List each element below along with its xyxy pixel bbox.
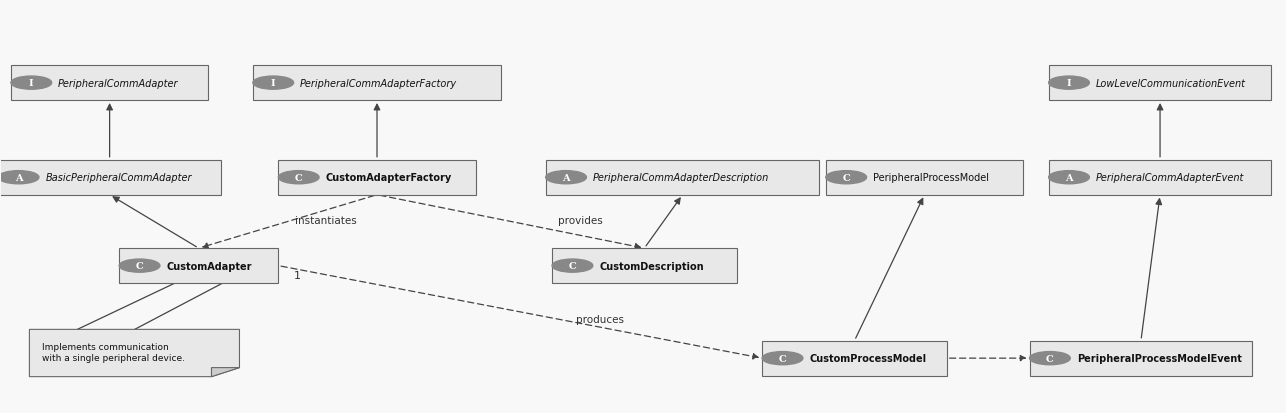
Text: LowLevelCommunicationEvent: LowLevelCommunicationEvent bbox=[1096, 78, 1246, 88]
Text: PeripheralProcessModel: PeripheralProcessModel bbox=[873, 173, 989, 183]
Circle shape bbox=[0, 171, 39, 184]
Text: C: C bbox=[294, 173, 302, 182]
Text: C: C bbox=[842, 173, 850, 182]
Polygon shape bbox=[30, 330, 239, 377]
Text: A: A bbox=[562, 173, 570, 182]
FancyBboxPatch shape bbox=[1030, 341, 1253, 376]
Text: provides: provides bbox=[558, 216, 603, 226]
Circle shape bbox=[1048, 171, 1089, 184]
Text: C: C bbox=[135, 261, 144, 271]
FancyBboxPatch shape bbox=[552, 249, 737, 283]
Text: PeripheralCommAdapterFactory: PeripheralCommAdapterFactory bbox=[300, 78, 457, 88]
Circle shape bbox=[120, 259, 159, 273]
Text: A: A bbox=[1065, 173, 1073, 182]
Text: I: I bbox=[271, 79, 275, 88]
Text: CustomDescription: CustomDescription bbox=[599, 261, 703, 271]
Text: C: C bbox=[568, 261, 576, 271]
FancyBboxPatch shape bbox=[278, 160, 476, 195]
Text: instantiates: instantiates bbox=[296, 216, 358, 226]
FancyBboxPatch shape bbox=[826, 160, 1024, 195]
Polygon shape bbox=[211, 368, 239, 377]
Circle shape bbox=[763, 352, 802, 365]
FancyBboxPatch shape bbox=[545, 160, 819, 195]
Text: PeripheralCommAdapterDescription: PeripheralCommAdapterDescription bbox=[593, 173, 769, 183]
Text: 1: 1 bbox=[293, 270, 301, 280]
Circle shape bbox=[253, 77, 293, 90]
FancyBboxPatch shape bbox=[12, 66, 208, 101]
Text: PeripheralCommAdapterEvent: PeripheralCommAdapterEvent bbox=[1096, 173, 1244, 183]
FancyBboxPatch shape bbox=[1048, 160, 1272, 195]
FancyBboxPatch shape bbox=[120, 249, 278, 283]
Text: PeripheralCommAdapter: PeripheralCommAdapter bbox=[58, 78, 179, 88]
FancyBboxPatch shape bbox=[253, 66, 502, 101]
FancyBboxPatch shape bbox=[1048, 66, 1272, 101]
Text: C: C bbox=[778, 354, 787, 363]
Circle shape bbox=[12, 77, 51, 90]
Circle shape bbox=[1030, 352, 1070, 365]
Circle shape bbox=[278, 171, 319, 184]
Text: CustomAdapter: CustomAdapter bbox=[166, 261, 252, 271]
Text: PeripheralProcessModelEvent: PeripheralProcessModelEvent bbox=[1076, 353, 1241, 363]
Circle shape bbox=[552, 259, 593, 273]
FancyBboxPatch shape bbox=[763, 341, 946, 376]
Text: Implements communication
with a single peripheral device.: Implements communication with a single p… bbox=[42, 342, 185, 362]
Text: BasicPeripheralCommAdapter: BasicPeripheralCommAdapter bbox=[45, 173, 192, 183]
Circle shape bbox=[545, 171, 586, 184]
Text: I: I bbox=[1066, 79, 1071, 88]
Text: produces: produces bbox=[576, 314, 624, 324]
Text: CustomAdapterFactory: CustomAdapterFactory bbox=[325, 173, 451, 183]
Text: A: A bbox=[14, 173, 22, 182]
Circle shape bbox=[1048, 77, 1089, 90]
Circle shape bbox=[826, 171, 867, 184]
Text: CustomProcessModel: CustomProcessModel bbox=[809, 353, 926, 363]
Text: C: C bbox=[1046, 354, 1053, 363]
Text: I: I bbox=[30, 79, 33, 88]
FancyBboxPatch shape bbox=[0, 160, 221, 195]
